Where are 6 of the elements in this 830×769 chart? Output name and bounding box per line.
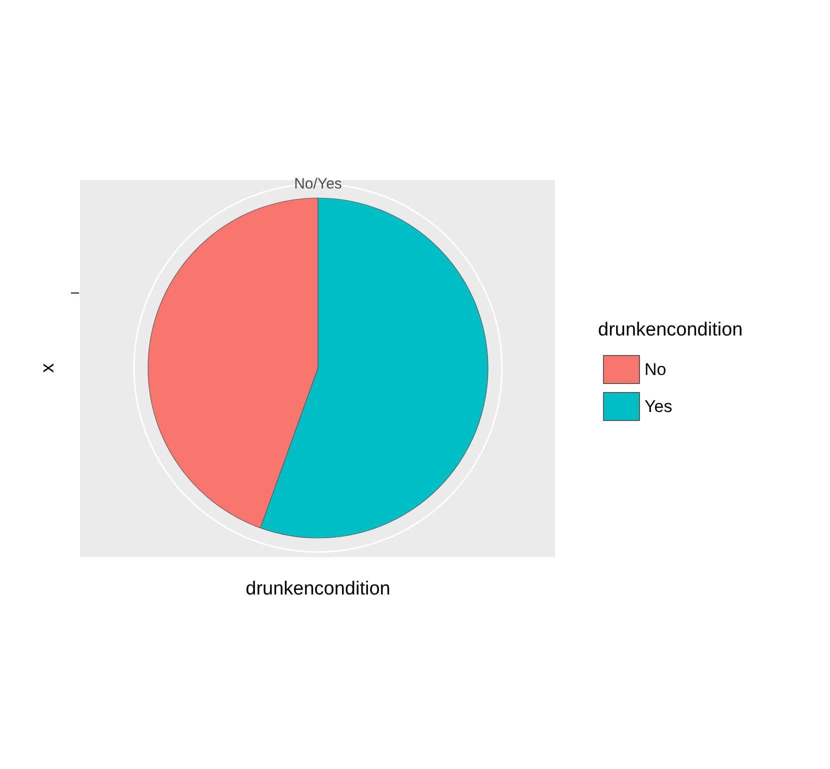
- text: drunkencondition: [246, 578, 390, 600]
- text: No/Yes: [294, 176, 342, 192]
- legend-label: Yes: [644, 397, 672, 416]
- legend-label: No: [644, 360, 666, 379]
- text: x: [38, 362, 58, 373]
- legend-title: drunkencondition: [598, 320, 743, 340]
